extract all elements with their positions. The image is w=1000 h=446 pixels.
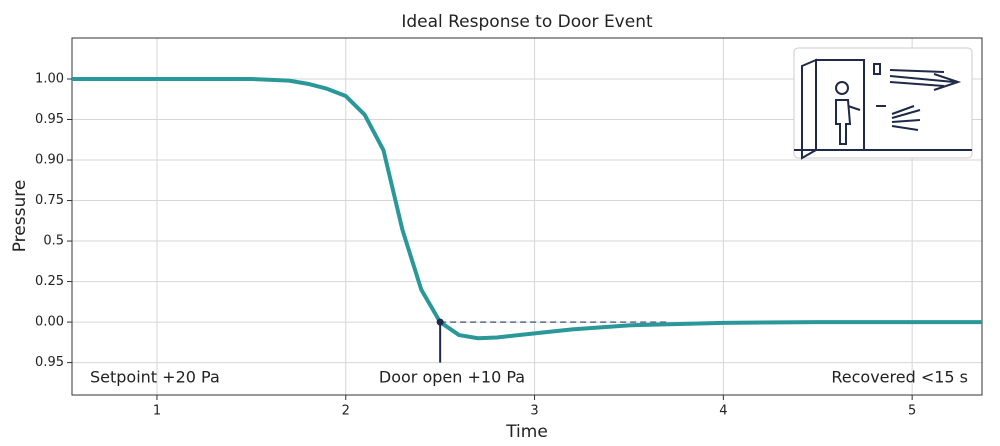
y-tick-label: 1.00 [35,71,64,86]
y-tick-label: 0.5 [43,234,64,249]
door-icon [793,47,973,160]
y-axis-label: Pressure [10,180,30,253]
x-tick-label: 3 [530,404,538,419]
chart-title: Ideal Response to Door Event [401,12,653,32]
y-tick-label: 0.75 [35,193,64,208]
x-tick-label: 5 [908,404,916,419]
y-tick-label: 0.25 [35,274,64,289]
x-tick-label: 2 [342,404,350,419]
x-tick-label: 1 [153,404,161,419]
y-tick-label: 0.95 [35,112,64,127]
y-tick-label: 0.00 [35,315,64,330]
annotation: Setpoint +20 Pa [90,368,220,387]
y-tick-label: 0.95 [35,355,64,370]
annotation: Recovered <15 s [831,368,968,387]
event-marker [436,318,444,326]
x-axis-label: Time [505,422,548,442]
annotation: Door open +10 Pa [379,368,525,387]
x-tick-label: 4 [719,404,727,419]
plot-frame [71,37,983,396]
y-tick-label: 0.90 [35,153,64,168]
line-series [72,76,982,341]
